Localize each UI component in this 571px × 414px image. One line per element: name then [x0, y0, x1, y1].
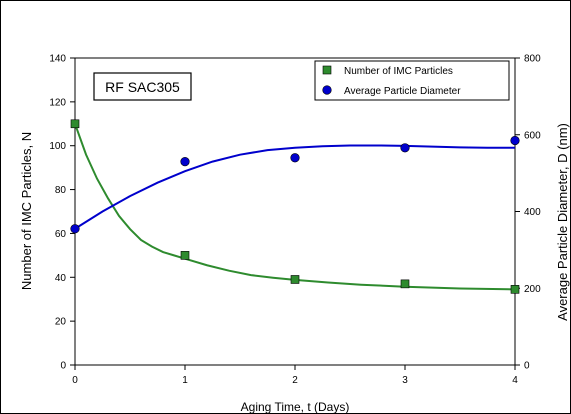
- point-number-of-imc-particles-2: [290, 275, 300, 284]
- plot-area: [74, 57, 516, 366]
- point-average-particle-diameter-4: [510, 135, 520, 146]
- x-tick-label-4: 4: [512, 375, 518, 386]
- point-average-particle-diameter-1: [180, 157, 190, 167]
- point-number-of-imc-particles-1: [180, 251, 190, 260]
- x-axis: 0 1 2 3 4: [72, 365, 518, 386]
- legend: Number of IMC Particles Average Particle…: [314, 60, 510, 101]
- legend-label-average-particle-diameter: Average Particle Diameter: [344, 86, 461, 97]
- point-number-of-imc-particles-3: [400, 279, 410, 289]
- y-axis-label-left: Number of IMC Particles, N: [19, 132, 34, 290]
- point-average-particle-diameter-3: [400, 143, 410, 153]
- y-right-tick-label-0: 0: [524, 361, 530, 372]
- y-left-tick-label-0: 0: [60, 361, 66, 372]
- y-left-tick-label-7: 140: [49, 54, 66, 65]
- y-left-tick-label-5: 100: [49, 141, 66, 152]
- y-right-tick-label-2: 400: [524, 207, 541, 218]
- x-tick-label-2: 2: [292, 375, 298, 386]
- y-left-tick-label-2: 40: [55, 273, 67, 284]
- point-number-of-imc-particles-0: [70, 119, 80, 129]
- y-left-tick-label-6: 120: [49, 97, 66, 108]
- legend-marker-number-of-imc-particles: [322, 65, 332, 75]
- y-left-tick-label-4: 80: [55, 185, 67, 196]
- fit-line-average-particle-diameter: [74, 144, 515, 230]
- x-tick-label-1: 1: [182, 375, 188, 386]
- y-left-tick-label-1: 20: [55, 317, 67, 328]
- legend-label-number-of-imc-particles: Number of IMC Particles: [344, 66, 453, 77]
- legend-border: [314, 60, 510, 101]
- chart-title: RF SAC305: [105, 79, 180, 95]
- point-number-of-imc-particles-4: [510, 285, 520, 294]
- x-axis-label: Aging Time, t (Days): [241, 400, 350, 414]
- point-average-particle-diameter-2: [290, 153, 300, 163]
- title-box-border: [93, 72, 192, 101]
- data-markers: [70, 119, 520, 294]
- y-right-tick-label-1: 200: [524, 284, 541, 295]
- y-axis-left: 0 20 40 60 80 100 120 140: [49, 54, 75, 372]
- title-box: RF SAC305: [93, 72, 192, 101]
- y-right-tick-label-4: 800: [524, 54, 541, 65]
- legend-marker-average-particle-diameter: [322, 85, 332, 95]
- y-right-tick-label-3: 600: [524, 130, 541, 141]
- y-left-tick-label-3: 60: [55, 229, 67, 240]
- x-tick-label-3: 3: [402, 375, 408, 386]
- point-average-particle-diameter-0: [70, 224, 80, 234]
- y-axis-label-right: Average Particle Diameter, D (nm): [555, 123, 570, 321]
- x-tick-label-0: 0: [72, 375, 78, 386]
